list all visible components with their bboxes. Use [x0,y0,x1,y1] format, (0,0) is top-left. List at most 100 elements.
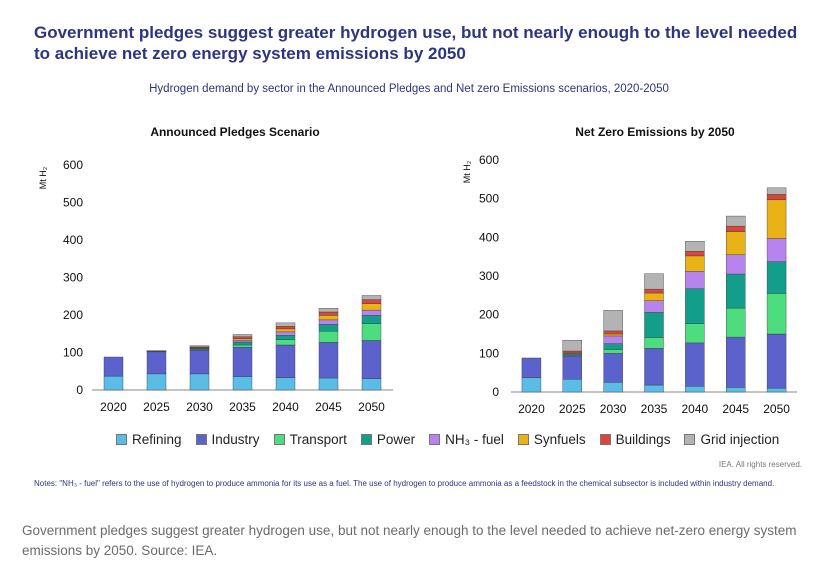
bar-segment [685,240,705,252]
bar-segment [232,334,253,337]
bar-segment [726,231,746,255]
bar-segment [361,309,382,316]
y-tick-label: 200 [479,308,499,322]
bar-segment [603,382,623,393]
bar-segment [318,315,339,321]
x-tick-label: 2035 [229,400,256,414]
legend-label: Refining [132,432,182,447]
bar-segment [189,350,210,375]
bar-segment [562,379,582,393]
figure-caption: Government pledges suggest greater hydro… [22,523,797,558]
chart-2: Net Zero Emissions by 2050 Mt H₂ 0 100 200 30… [462,125,797,416]
chart-1: Announced Pledges Scenario Mt H₂ 0 100 200 30… [38,125,393,414]
bar-segment [766,333,787,389]
bar-segment [644,300,664,313]
bar-segment [644,384,664,393]
bar-segment [644,273,664,290]
bar-segment [603,333,623,337]
legend-label: Buildings [615,432,671,447]
x-tick-label: 2035 [641,402,668,416]
legend-label: NH₃ - fuel [445,432,504,447]
bar-segment [562,355,582,380]
bar-segment [318,319,339,325]
x-tick-label: 2040 [682,402,709,416]
x-tick-label: 2045 [722,402,749,416]
y-tick-label: 100 [63,346,83,360]
legend-item-synfuels: Synfuels [517,432,586,447]
bar-segment [318,308,339,313]
legend-swatch [684,434,696,445]
bar-segment [189,345,210,348]
bar-segment [318,330,339,343]
legend-swatch [273,434,285,445]
bar-segment [644,288,664,294]
chart-subtitle: Hydrogen demand by sector in the Announc… [149,83,669,95]
bar-segment [603,349,623,354]
legend-item-buildings: Buildings [599,432,671,447]
bar-segment [685,255,705,272]
bar-segment [766,238,787,262]
bar-segment [644,312,664,338]
legend-label: Transport [289,432,347,447]
bar-segment [685,323,705,344]
bar-segment [146,373,167,391]
bar-segment [103,375,124,391]
bar-segment [726,307,746,338]
bar-segment [603,330,623,335]
bar-segment [726,254,746,275]
bar-segment [275,377,296,391]
legend: Refining Industry Transport Power NH₃ - … [116,432,779,447]
bar-segment [726,273,746,309]
y-tick-label: 0 [76,383,83,397]
legend-label: Synfuels [533,432,586,447]
y-tick-label: 500 [479,192,499,206]
x-tick-label: 2025 [559,402,586,416]
bar-segment [685,251,705,257]
notes: Notes: "NH₃ - fuel" refers to the use of… [34,479,775,488]
bar-segment [766,387,787,393]
bar-segment [685,386,705,393]
legend-label: Power [376,432,416,447]
bar-segment [232,344,253,348]
bar-segment [146,350,167,352]
bar-segment [318,342,339,379]
bar-segment [766,261,787,294]
bar-segment [275,322,296,327]
legend-swatch [599,434,611,445]
bar-segment [361,315,382,324]
bar-segment [726,225,746,232]
bar-segment [644,348,664,386]
y-tick-label: 200 [63,308,83,322]
legend-swatch [429,434,441,445]
bar-segment [521,357,542,378]
chart-title: Government pledges suggest greater hydro… [34,23,798,63]
y-axis-label: Mt H₂ [38,166,48,189]
bar-segment [562,339,582,352]
legend-swatch [195,434,207,445]
y-axis-label: Mt H₂ [462,160,472,183]
bar-segment [318,377,339,391]
y-tick-label: 400 [63,233,83,247]
y-tick-label: 100 [479,346,499,360]
bar-segment [275,326,296,330]
bar-segment [603,335,623,344]
y-tick-label: 0 [492,385,499,399]
bar-segment [232,376,253,391]
legend-label: Industry [211,432,260,447]
y-tick-label: 400 [479,230,499,244]
bar-segment [275,331,296,336]
bar-segment [644,292,664,301]
bar-segment [103,356,124,377]
legend-swatch [116,434,127,445]
legend-label: Grid injection [700,432,780,447]
legend-item-power: Power [360,432,416,447]
y-tick-label: 300 [479,269,499,283]
x-tick-label: 2020 [100,400,127,414]
panel-title: Net Zero Emissions by 2050 [575,125,735,139]
bar-segment [275,328,296,333]
x-tick-label: 2030 [600,402,627,416]
legend-item-refining: Refining [116,432,182,447]
bar-segment [726,215,746,227]
x-tick-label: 2025 [143,400,170,414]
bar-segment [318,311,339,316]
